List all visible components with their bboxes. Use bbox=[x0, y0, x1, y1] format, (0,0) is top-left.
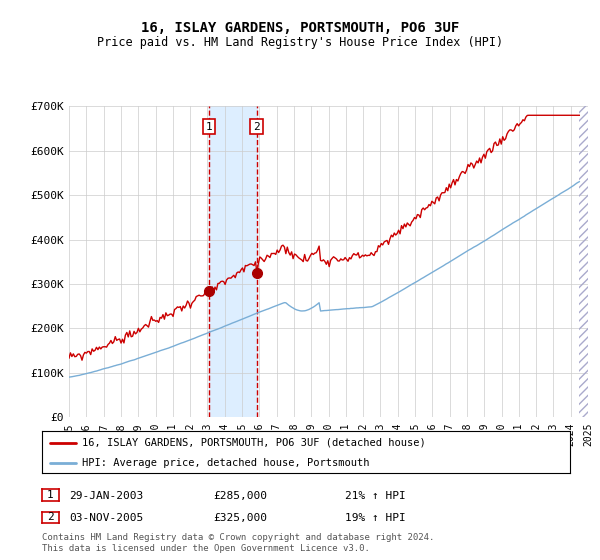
Text: Contains HM Land Registry data © Crown copyright and database right 2024.
This d: Contains HM Land Registry data © Crown c… bbox=[42, 533, 434, 553]
Text: 21% ↑ HPI: 21% ↑ HPI bbox=[345, 491, 406, 501]
Bar bbox=[209, 106, 257, 417]
Text: 19% ↑ HPI: 19% ↑ HPI bbox=[345, 513, 406, 523]
Text: 1: 1 bbox=[47, 490, 54, 500]
Text: £325,000: £325,000 bbox=[213, 513, 267, 523]
Text: 29-JAN-2003: 29-JAN-2003 bbox=[69, 491, 143, 501]
Text: Price paid vs. HM Land Registry's House Price Index (HPI): Price paid vs. HM Land Registry's House … bbox=[97, 36, 503, 49]
Bar bbox=[580, 106, 588, 417]
Text: 2: 2 bbox=[253, 122, 260, 132]
Text: 16, ISLAY GARDENS, PORTSMOUTH, PO6 3UF (detached house): 16, ISLAY GARDENS, PORTSMOUTH, PO6 3UF (… bbox=[82, 437, 425, 447]
Text: 03-NOV-2005: 03-NOV-2005 bbox=[69, 513, 143, 523]
Text: £285,000: £285,000 bbox=[213, 491, 267, 501]
Bar bbox=[580, 106, 588, 417]
Text: 16, ISLAY GARDENS, PORTSMOUTH, PO6 3UF: 16, ISLAY GARDENS, PORTSMOUTH, PO6 3UF bbox=[141, 21, 459, 35]
Text: 1: 1 bbox=[205, 122, 212, 132]
Text: HPI: Average price, detached house, Portsmouth: HPI: Average price, detached house, Port… bbox=[82, 458, 369, 468]
Text: 2: 2 bbox=[47, 512, 54, 522]
